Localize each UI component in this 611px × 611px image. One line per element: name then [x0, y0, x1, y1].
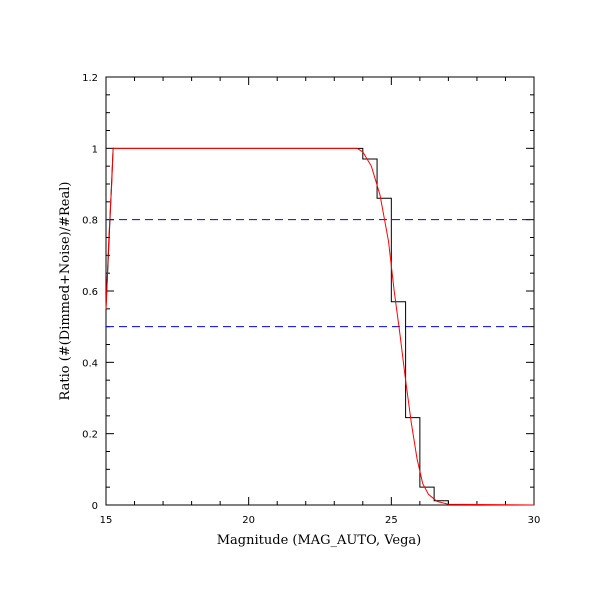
y-tick-label: 1.2	[82, 73, 98, 84]
x-tick-label: 15	[100, 515, 113, 526]
histogram-series	[105, 147, 534, 506]
y-tick-label: 0	[92, 501, 98, 512]
x-tick-label: 20	[242, 515, 255, 526]
fit-curve-series	[105, 147, 535, 506]
x-tick-label: 25	[385, 515, 398, 526]
y-tick-label: 0.2	[82, 430, 98, 441]
x-tick-label: 30	[528, 515, 541, 526]
y-tick-label: 0.4	[82, 358, 98, 369]
y-tick-label: 1	[92, 144, 98, 155]
y-axis-title: Ratio (#(Dimmed+Noise)/#Real)	[58, 182, 73, 401]
y-tick-label: 0.6	[82, 287, 98, 298]
y-tick-label: 0.8	[82, 216, 98, 227]
x-axis-title: Magnitude (MAG_AUTO, Vega)	[217, 533, 422, 548]
